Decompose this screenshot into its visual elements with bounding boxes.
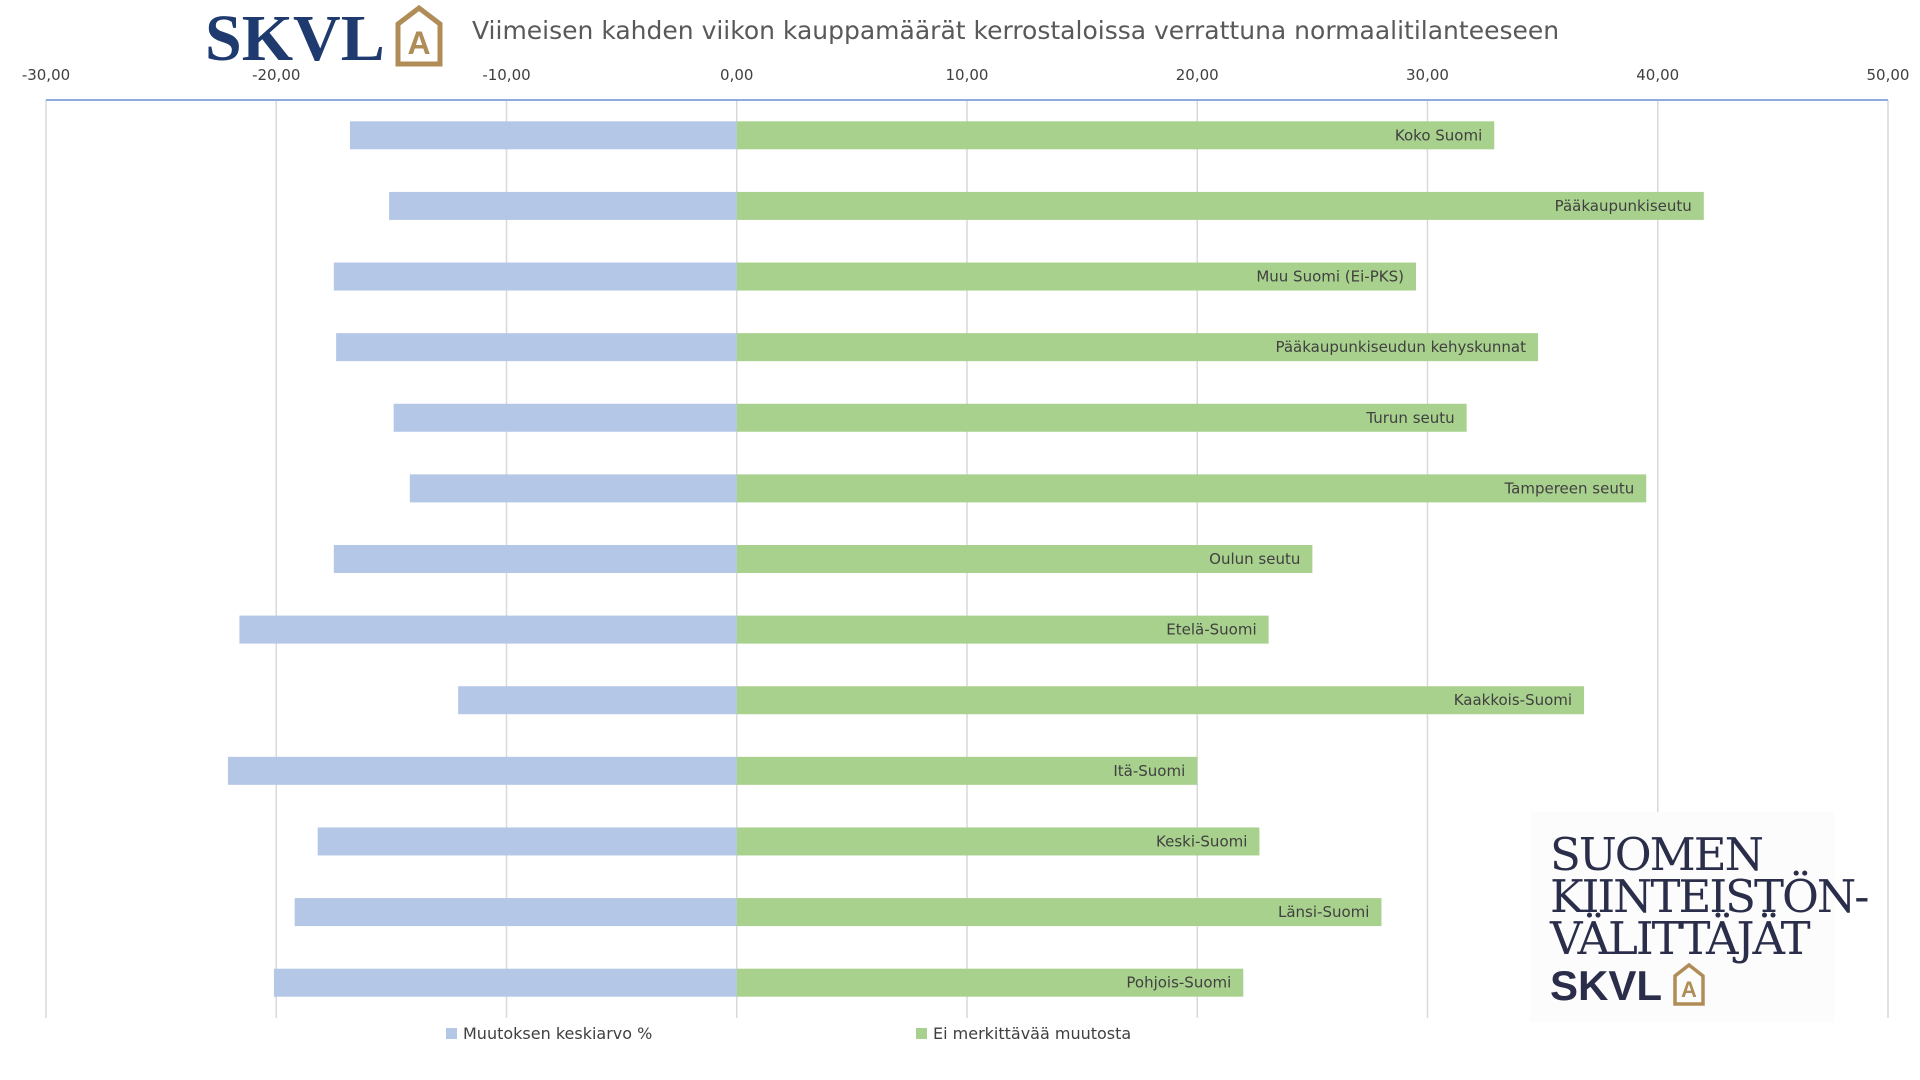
- bar-positive: [736, 615, 1269, 644]
- bar-positive: [736, 686, 1585, 715]
- category-label: Kaakkois-Suomi: [1454, 691, 1572, 709]
- legend-swatch-positive: [916, 1028, 927, 1039]
- bar-positive: [736, 756, 1198, 785]
- brand-line-1: SUOMEN: [1550, 828, 1764, 881]
- bar-negative: [317, 827, 737, 856]
- brand-block: SUOMEN KIINTEISTÖN- VÄLITTÄJÄT SKVL A: [1530, 812, 1869, 1022]
- category-label: Pääkaupunkiseudun kehyskunnat: [1275, 338, 1526, 356]
- legend-label-negative: Muutoksen keskiarvo %: [463, 1024, 653, 1043]
- category-label: Turun seutu: [1365, 409, 1454, 427]
- legend-label-positive: Ei merkittävää muutosta: [933, 1024, 1132, 1043]
- legend-item-negative: Muutoksen keskiarvo %: [446, 1024, 652, 1043]
- bar-negative: [349, 121, 737, 150]
- category-label: Etelä-Suomi: [1166, 621, 1256, 639]
- x-tick-label: 20,00: [1176, 66, 1219, 84]
- x-tick-label: 0,00: [720, 66, 753, 84]
- category-label: Pohjois-Suomi: [1126, 974, 1231, 992]
- bar-negative: [239, 615, 737, 644]
- brand-line-2: KIINTEISTÖN-: [1550, 870, 1869, 923]
- brand-line-3: VÄLITTÄJÄT: [1550, 912, 1811, 965]
- bar-positive: [736, 262, 1416, 291]
- brand-logo-text: SKVL: [1550, 962, 1662, 1006]
- bar-negative: [227, 756, 737, 785]
- category-label: Tampereen seutu: [1503, 479, 1634, 497]
- bar-negative: [336, 333, 737, 362]
- bar-negative: [409, 474, 737, 503]
- category-label: Itä-Suomi: [1113, 762, 1185, 780]
- brand-logo-mark: A: [1681, 977, 1697, 1002]
- category-labels: Koko Suomi Pääkaupunkiseutu Muu Suomi (Ei-…: [1113, 126, 1691, 991]
- category-label: Pääkaupunkiseutu: [1555, 197, 1692, 215]
- logo-text: SKVL: [205, 2, 385, 70]
- bar-positive: [736, 545, 1313, 573]
- bar-negative: [393, 403, 737, 432]
- bar-positive: [736, 333, 1539, 362]
- x-tick-label: 50,00: [1867, 66, 1910, 84]
- x-tick-label: -30,00: [22, 66, 70, 84]
- bar-negative: [333, 262, 737, 291]
- category-label: Oulun seutu: [1209, 550, 1300, 568]
- category-label: Muu Suomi (Ei-PKS): [1256, 268, 1404, 286]
- bar-positive: [736, 474, 1647, 503]
- x-tick-label: -10,00: [482, 66, 530, 84]
- logo-mark: A: [407, 25, 430, 61]
- bar-positive: [736, 827, 1260, 856]
- x-tick-label: 40,00: [1636, 66, 1679, 84]
- bar-positive: [736, 403, 1467, 432]
- category-label: Keski-Suomi: [1156, 832, 1247, 850]
- category-label: Koko Suomi: [1395, 126, 1482, 144]
- bar-positive: [736, 191, 1704, 220]
- legend-item-positive: Ei merkittävää muutosta: [916, 1024, 1131, 1043]
- x-tick-labels: -30,00 -20,00 -10,00 0,00 10,00 20,00 30,00 40,…: [22, 66, 1910, 84]
- bar-negative: [389, 191, 737, 220]
- chart-title: Viimeisen kahden viikon kauppamäärät ker…: [472, 16, 1560, 45]
- x-tick-label: -20,00: [252, 66, 300, 84]
- x-tick-label: 30,00: [1406, 66, 1449, 84]
- bar-negative: [294, 898, 737, 927]
- bars: [227, 121, 1704, 997]
- bar-negative: [458, 686, 737, 715]
- x-tick-label: 10,00: [946, 66, 989, 84]
- bar-positive: [736, 898, 1382, 927]
- skvl-logo: SKVL A: [205, 2, 455, 75]
- category-label: Länsi-Suomi: [1278, 903, 1369, 921]
- bar-positive: [736, 121, 1495, 150]
- brand-skvl-logo: SKVL A: [1550, 962, 1715, 1009]
- legend-swatch-negative: [446, 1028, 457, 1039]
- bar-negative: [273, 968, 737, 997]
- bar-positive: [736, 968, 1244, 997]
- bar-negative: [333, 545, 737, 573]
